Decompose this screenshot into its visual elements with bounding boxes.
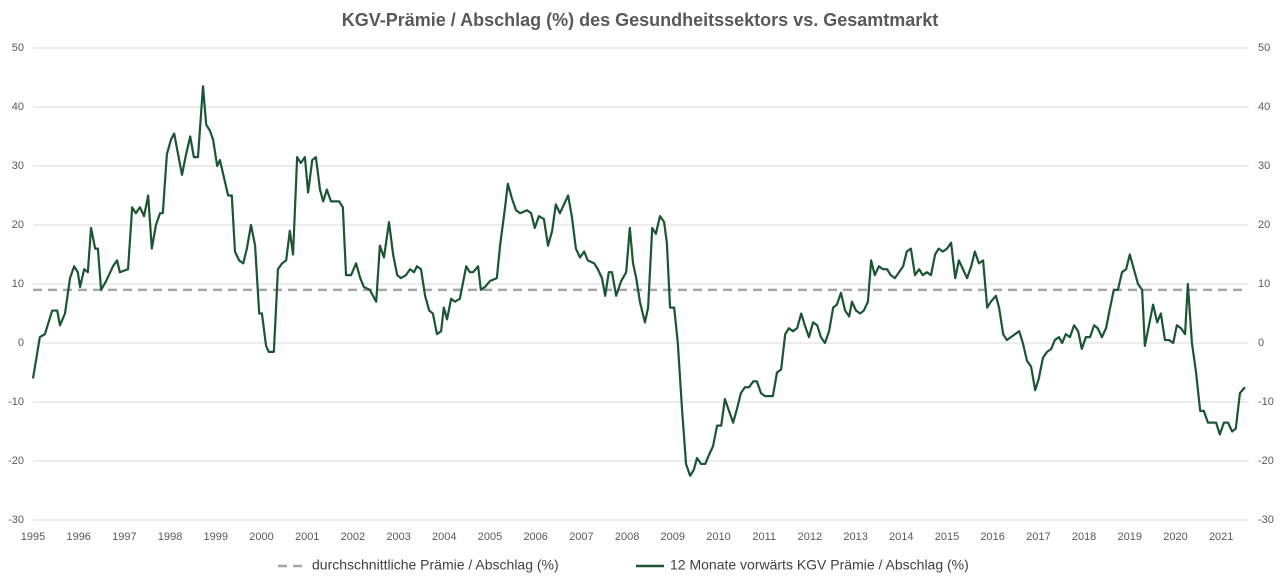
x-tick-label: 2019 [1118, 531, 1142, 543]
y-tick-label: 0 [18, 337, 24, 349]
x-tick-label: 2015 [935, 531, 959, 543]
x-tick-label: 2021 [1209, 531, 1233, 543]
y-tick-label: 40 [12, 101, 24, 113]
y2-tick-label: 50 [1258, 42, 1270, 54]
x-tick-label: 2017 [1026, 531, 1050, 543]
x-tick-label: 1996 [66, 531, 90, 543]
x-tick-label: 2000 [249, 531, 273, 543]
x-tick-label: 2014 [889, 531, 913, 543]
x-tick-label: 1997 [112, 531, 136, 543]
y2-tick-label: 0 [1258, 337, 1264, 349]
x-tick-label: 1995 [21, 531, 45, 543]
x-tick-label: 2007 [569, 531, 593, 543]
x-tick-label: 2008 [615, 531, 639, 543]
x-tick-label: 2012 [798, 531, 822, 543]
y2-tick-label: -30 [1258, 514, 1274, 526]
x-tick-label: 2002 [341, 531, 365, 543]
x-tick-label: 2004 [432, 531, 456, 543]
y2-tick-label: 30 [1258, 160, 1270, 172]
y2-tick-label: -20 [1258, 455, 1274, 467]
x-tick-label: 2020 [1163, 531, 1187, 543]
y-tick-label: 50 [12, 42, 24, 54]
y-tick-label: 10 [12, 278, 24, 290]
y-tick-label: -10 [8, 396, 24, 408]
data-line [31, 85, 1246, 477]
x-tick-label: 2013 [843, 531, 867, 543]
y2-tick-label: 20 [1258, 219, 1270, 231]
x-tick-label: 2009 [661, 531, 685, 543]
x-tick-label: 1999 [204, 531, 228, 543]
y-tick-label: 30 [12, 160, 24, 172]
y2-tick-label: -10 [1258, 396, 1274, 408]
legend-label: 12 Monate vorwärts KGV Prämie / Abschlag… [670, 557, 969, 573]
y2-tick-label: 10 [1258, 278, 1270, 290]
x-tick-label: 2010 [706, 531, 730, 543]
legend-label: durchschnittliche Prämie / Abschlag (%) [312, 557, 559, 573]
x-tick-label: 2016 [980, 531, 1004, 543]
y-tick-label: 20 [12, 219, 24, 231]
x-tick-label: 1998 [158, 531, 182, 543]
y2-tick-label: 40 [1258, 101, 1270, 113]
y-tick-label: -20 [8, 455, 24, 467]
x-tick-label: 2005 [478, 531, 502, 543]
x-tick-label: 2003 [386, 531, 410, 543]
chart-title: KGV-Prämie / Abschlag (%) des Gesundheit… [342, 10, 939, 30]
x-tick-label: 2011 [752, 531, 776, 543]
y-tick-label: -30 [8, 514, 24, 526]
x-tick-label: 2001 [295, 531, 319, 543]
x-tick-label: 2018 [1072, 531, 1096, 543]
x-tick-label: 2006 [523, 531, 547, 543]
